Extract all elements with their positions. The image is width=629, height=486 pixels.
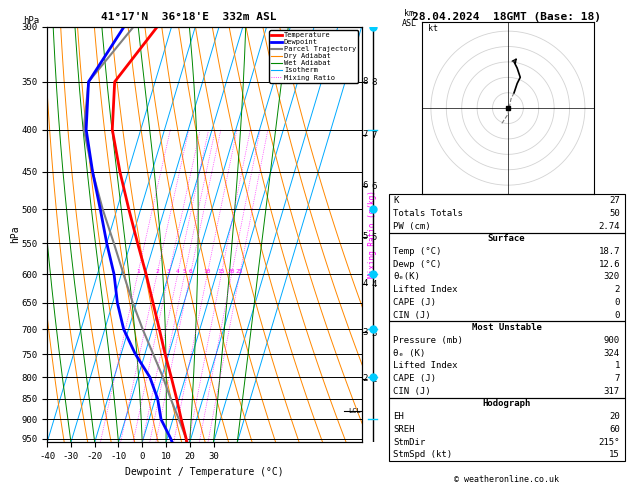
Text: hPa: hPa xyxy=(24,16,40,25)
Text: 4: 4 xyxy=(175,269,179,275)
Text: K: K xyxy=(394,196,399,205)
Text: 10: 10 xyxy=(204,269,211,275)
Text: 5: 5 xyxy=(362,232,367,241)
Text: 28.04.2024  18GMT (Base: 18): 28.04.2024 18GMT (Base: 18) xyxy=(412,12,601,22)
Text: 8: 8 xyxy=(362,77,367,87)
Text: 12.6: 12.6 xyxy=(598,260,620,269)
Text: 20: 20 xyxy=(609,412,620,421)
Text: 27: 27 xyxy=(609,196,620,205)
Text: SREH: SREH xyxy=(394,425,415,434)
Text: 2: 2 xyxy=(615,285,620,294)
Text: StmSpd (kt): StmSpd (kt) xyxy=(394,451,452,459)
Text: CIN (J): CIN (J) xyxy=(394,387,431,396)
Text: 1: 1 xyxy=(136,269,140,275)
Text: 41°17'N  36°18'E  332m ASL: 41°17'N 36°18'E 332m ASL xyxy=(101,12,277,22)
Text: Pressure (mb): Pressure (mb) xyxy=(394,336,464,345)
Text: 7: 7 xyxy=(615,374,620,383)
Text: Hodograph: Hodograph xyxy=(482,399,531,409)
Text: CIN (J): CIN (J) xyxy=(394,311,431,320)
Text: 2: 2 xyxy=(155,269,159,275)
Text: 2: 2 xyxy=(362,374,367,383)
Text: Totals Totals: Totals Totals xyxy=(394,209,464,218)
Text: Dewp (°C): Dewp (°C) xyxy=(394,260,442,269)
Text: 0: 0 xyxy=(615,298,620,307)
Text: 50: 50 xyxy=(609,209,620,218)
Text: 4: 4 xyxy=(362,279,367,288)
Text: 1: 1 xyxy=(615,362,620,370)
Text: 2.74: 2.74 xyxy=(598,222,620,231)
Text: Lifted Index: Lifted Index xyxy=(394,362,458,370)
Text: 20: 20 xyxy=(228,269,235,275)
Bar xyxy=(389,232,625,321)
Text: 3: 3 xyxy=(362,328,367,337)
Text: 0: 0 xyxy=(615,311,620,320)
Y-axis label: km
ASL: km ASL xyxy=(401,9,416,28)
Text: EH: EH xyxy=(394,412,404,421)
Text: 18.7: 18.7 xyxy=(598,247,620,256)
Text: 60: 60 xyxy=(609,425,620,434)
Text: CAPE (J): CAPE (J) xyxy=(394,374,437,383)
Text: 15: 15 xyxy=(218,269,225,275)
Text: 15: 15 xyxy=(609,451,620,459)
Text: Temp (°C): Temp (°C) xyxy=(394,247,442,256)
Legend: Temperature, Dewpoint, Parcel Trajectory, Dry Adiabat, Wet Adiabat, Isotherm, Mi: Temperature, Dewpoint, Parcel Trajectory… xyxy=(269,30,358,83)
Text: Mixing Ratio (g/kg): Mixing Ratio (g/kg) xyxy=(368,191,377,278)
Text: Lifted Index: Lifted Index xyxy=(394,285,458,294)
Bar xyxy=(389,194,625,232)
Text: θₑ(K): θₑ(K) xyxy=(394,273,420,281)
Text: 6: 6 xyxy=(362,181,367,190)
Text: 317: 317 xyxy=(604,387,620,396)
Text: 6: 6 xyxy=(189,269,192,275)
Text: CAPE (J): CAPE (J) xyxy=(394,298,437,307)
Text: θₑ (K): θₑ (K) xyxy=(394,348,426,358)
Text: Most Unstable: Most Unstable xyxy=(472,323,542,332)
Text: © weatheronline.co.uk: © weatheronline.co.uk xyxy=(454,474,559,484)
Text: 3: 3 xyxy=(167,269,170,275)
Text: 25: 25 xyxy=(236,269,243,275)
Text: PW (cm): PW (cm) xyxy=(394,222,431,231)
Bar xyxy=(389,398,625,461)
Y-axis label: hPa: hPa xyxy=(10,226,20,243)
Text: 215°: 215° xyxy=(598,437,620,447)
Text: 5: 5 xyxy=(182,269,186,275)
Text: StmDir: StmDir xyxy=(394,437,426,447)
Text: Surface: Surface xyxy=(488,234,525,243)
X-axis label: Dewpoint / Temperature (°C): Dewpoint / Temperature (°C) xyxy=(125,467,284,477)
Text: 7: 7 xyxy=(362,130,367,139)
Bar xyxy=(389,321,625,398)
Text: 320: 320 xyxy=(604,273,620,281)
Text: kt: kt xyxy=(428,24,438,33)
Text: LCL: LCL xyxy=(348,408,360,414)
Text: 324: 324 xyxy=(604,348,620,358)
Text: 900: 900 xyxy=(604,336,620,345)
